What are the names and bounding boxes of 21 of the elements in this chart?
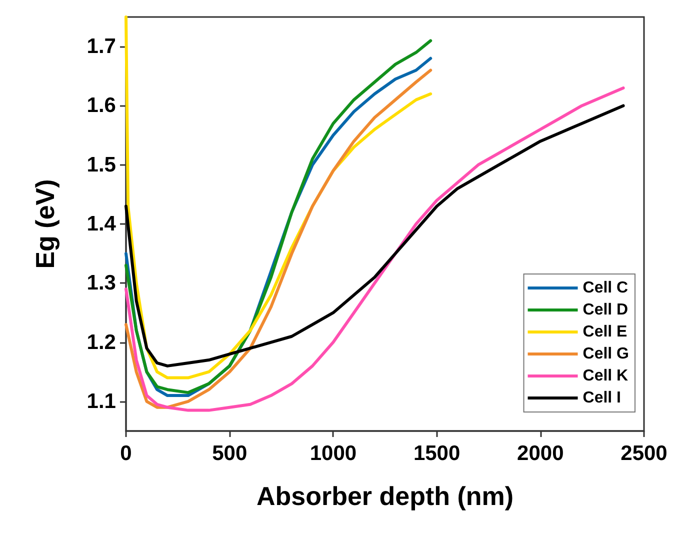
y-tick-label: 1.6 xyxy=(86,94,116,118)
x-tick-label: 500 xyxy=(212,442,248,465)
legend-label: Cell I xyxy=(582,390,621,406)
legend-label: Cell K xyxy=(582,368,629,384)
x-tick-label: 2000 xyxy=(517,442,564,465)
x-tick-label: 0 xyxy=(120,442,132,465)
y-tick-label: 1.4 xyxy=(86,212,116,236)
x-axis-title: Absorber depth (nm) xyxy=(256,481,514,511)
y-tick-label: 1.7 xyxy=(86,35,116,58)
x-tick-label: 1500 xyxy=(413,442,460,465)
legend-label: Cell E xyxy=(582,324,628,340)
y-tick-label: 1.5 xyxy=(86,153,116,176)
x-tick-label: 1000 xyxy=(310,442,357,465)
y-tick-label: 1.2 xyxy=(86,330,116,354)
y-tick-label: 1.3 xyxy=(86,272,116,295)
legend-label: Cell D xyxy=(582,302,628,318)
legend-label: Cell G xyxy=(582,346,629,362)
y-axis-title: Eg (eV) xyxy=(30,179,60,269)
legend-label: Cell C xyxy=(582,280,629,296)
x-tick-label: 2500 xyxy=(620,442,668,465)
y-tick-label: 1.1 xyxy=(86,390,116,413)
